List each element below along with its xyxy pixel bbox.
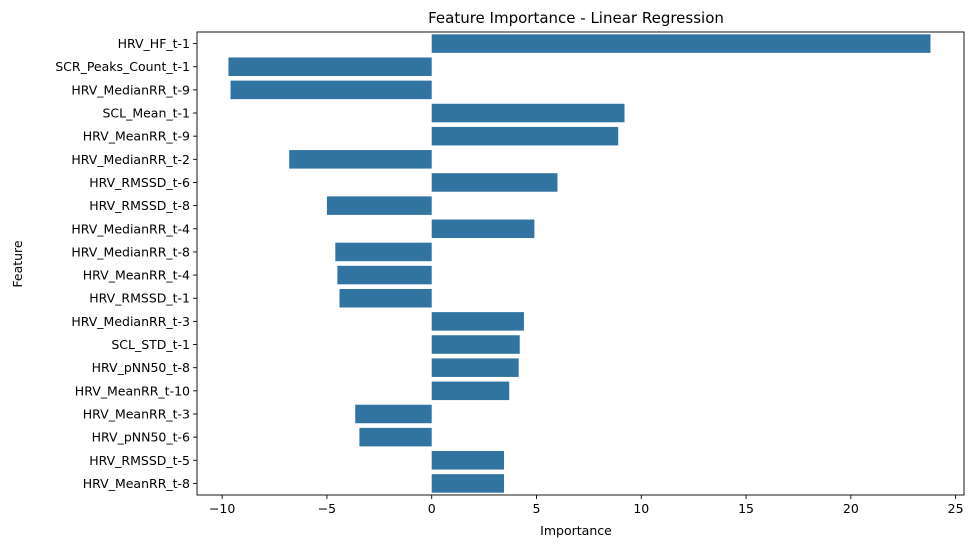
y-tick-label: HRV_MedianRR_t-9 [71,82,190,97]
y-tick-layer: HRV_HF_t-1 SCR_Peaks_Count_t-1 HRV_MedianR… [55,36,197,491]
y-tick-label: SCL_STD_t-1 [111,337,190,352]
y-tick-label: HRV_MeanRR_t-8 [83,476,190,491]
y-tick-label: SCL_Mean_t-1 [102,106,190,121]
y-tick-label: HRV_MedianRR_t-8 [71,244,190,259]
y-tick-label: HRV_MedianRR_t-2 [71,152,190,167]
plot-frame [196,31,965,496]
bar-HRV_MedianRR_t-4 [431,219,535,239]
x-tick-label: 5 [533,501,541,516]
bar-HRV_MedianRR_t-8 [335,242,432,262]
bar-SCR_Peaks_Count_t-1 [228,57,432,76]
y-tick-label: HRV_MedianRR_t-3 [71,314,190,329]
y-tick-label: HRV_pNN50_t-6 [92,430,190,445]
bar-HRV_HF_t-1 [431,34,931,53]
bar-HRV_RMSSD_t-6 [431,173,558,192]
bar-HRV_MeanRR_t-3 [355,404,432,424]
x-tick-label: 20 [843,501,859,516]
bar-HRV_RMSSD_t-1 [339,288,432,308]
bar-HRV_MeanRR_t-8 [431,474,505,493]
y-tick-label: HRV_RMSSD_t-5 [89,453,190,468]
bar-HRV_pNN50_t-8 [431,358,519,377]
bar-SCL_STD_t-1 [431,335,520,354]
x-tick-label: 0 [428,501,436,516]
bar-SCL_Mean_t-1 [431,103,625,123]
x-tick-label: −5 [318,501,336,516]
x-tick-label: 25 [948,501,964,516]
x-tick-layer: −10 −5 0 5 10 15 20 25 [209,495,964,516]
y-axis-label: Feature [10,240,25,288]
chart-title: Feature Importance - Linear Regression [428,9,724,27]
bar-HRV_RMSSD_t-8 [326,196,432,215]
y-tick-label: HRV_MeanRR_t-10 [75,383,190,398]
y-tick-label: HRV_RMSSD_t-1 [89,291,190,306]
y-tick-label: SCR_Peaks_Count_t-1 [55,59,190,74]
bars-layer [228,34,931,493]
y-tick-label: HRV_pNN50_t-8 [92,360,190,375]
y-tick-label: HRV_MeanRR_t-3 [83,406,190,421]
y-tick-label: HRV_MeanRR_t-9 [83,129,190,144]
x-tick-label: 15 [738,501,754,516]
x-axis-label: Importance [540,523,612,538]
bar-HRV_MeanRR_t-10 [431,381,510,401]
y-tick-label: HRV_HF_t-1 [118,36,190,51]
x-tick-label: 10 [633,501,649,516]
bar-HRV_pNN50_t-6 [359,427,432,447]
x-tick-label: −10 [209,501,235,516]
y-tick-label: HRV_RMSSD_t-6 [89,175,190,190]
y-tick-label: HRV_MedianRR_t-4 [71,221,190,236]
y-tick-label: HRV_MeanRR_t-4 [83,268,190,283]
y-tick-label: HRV_RMSSD_t-8 [89,198,190,213]
bar-HRV_MeanRR_t-9 [431,126,619,146]
bar-HRV_MedianRR_t-3 [431,312,524,331]
bar-HRV_RMSSD_t-5 [431,451,505,470]
bar-HRV_MeanRR_t-4 [337,265,432,285]
bar-HRV_MedianRR_t-2 [289,150,432,169]
bar-HRV_MedianRR_t-9 [230,80,432,100]
